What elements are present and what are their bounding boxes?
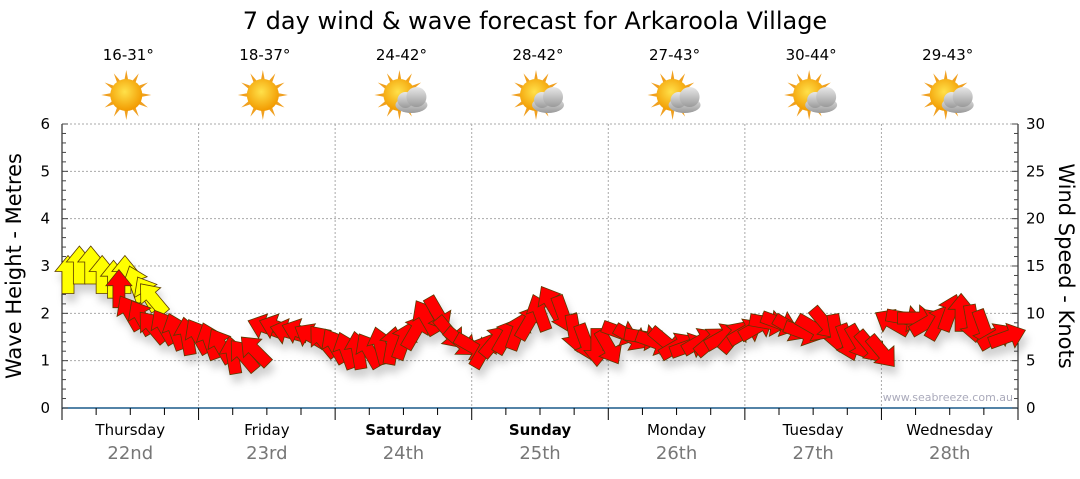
sun-ray [397,108,402,120]
sun-icon [101,70,152,120]
date-label: 28th [929,443,970,464]
day-label: Wednesday [906,421,993,439]
wave-arrow [140,283,171,318]
left-tick-label: 1 [40,352,50,370]
sun-ray [374,92,386,98]
left-tick-label: 5 [40,162,50,180]
sun-ray [670,108,675,120]
date-label: 24th [383,443,424,464]
sun-ray [670,70,675,82]
left-tick-label: 4 [40,210,50,228]
right-tick-label: 0 [1026,399,1036,417]
day-label: Thursday [94,421,165,439]
sun-icon [237,70,288,120]
partly-cloudy-icon [511,70,564,120]
sun-ray [124,70,129,82]
right-tick-label: 15 [1026,257,1045,275]
sun-ray [647,92,659,98]
right-tick-label: 5 [1026,352,1036,370]
date-label: 27th [792,443,833,464]
cloud-shape [668,87,701,113]
wind-arrow [987,322,1027,350]
left-tick-label: 6 [40,115,50,133]
temperature-label: 27-43° [649,46,700,64]
day-label: Saturday [365,421,442,439]
sun-ray [807,70,812,82]
temperature-label: 18-37° [239,46,290,64]
right-tick-label: 30 [1026,115,1045,133]
sun-ray [533,108,539,120]
cloud-part [816,87,837,107]
sun-ray [237,92,250,98]
day-label: Monday [647,421,706,439]
sun-ray [101,92,113,98]
sun-ray [943,108,948,120]
right-tick-label: 25 [1026,162,1045,180]
cloud-part [406,87,427,107]
wind-arrow [400,314,429,352]
sun-ray [533,70,539,82]
chart-title: 7 day wind & wave forecast for Arkaroola… [243,7,827,35]
date-label: 23rd [246,443,287,464]
sun-ray [511,92,523,98]
temperature-label: 28-42° [512,46,563,64]
sun-ray [276,92,288,98]
left-tick-label: 2 [40,304,50,322]
sun-disc [110,79,143,111]
cloud-shape [805,87,838,113]
right-tick-label: 20 [1026,210,1045,228]
cloud-shape [941,87,974,113]
sun-ray [397,70,402,82]
wind-arrow [240,336,274,369]
left-axis-label: Wave Height - Metres [2,153,26,379]
sun-ray [124,108,129,120]
temperature-label: 29-43° [922,46,973,64]
cloud-part [679,87,700,107]
sun-disc [246,79,279,111]
right-axis-label: Wind Speed - Knots [1054,163,1078,368]
sun-ray [260,70,265,82]
left-tick-label: 3 [40,257,50,275]
sun-ray [260,108,265,120]
right-tick-label: 10 [1026,304,1045,322]
temperature-label: 16-31° [103,46,154,64]
partly-cloudy-icon [374,70,428,120]
temperature-label: 24-42° [376,46,427,64]
date-label: 26th [656,443,697,464]
sun-ray [943,70,948,82]
cloud-part [543,87,563,107]
date-label: 25th [519,443,560,464]
cloud-shape [532,87,564,113]
watermark: www.seabreeze.com.au [883,391,1013,404]
sun-ray [920,92,932,98]
partly-cloudy-icon [647,70,701,120]
sun-ray [784,92,796,98]
partly-cloudy-icon [920,70,974,120]
date-label: 22nd [107,443,153,464]
cloud-part [952,87,973,107]
sun-ray [140,92,152,98]
day-label: Sunday [509,421,572,439]
day-label: Tuesday [782,421,844,439]
temperature-label: 30-44° [786,46,837,64]
cloud-shape [395,87,428,113]
wind-arrow [864,332,895,368]
partly-cloudy-icon [784,70,838,120]
sun-ray [807,108,812,120]
day-label: Friday [244,421,290,439]
left-tick-label: 0 [40,399,50,417]
